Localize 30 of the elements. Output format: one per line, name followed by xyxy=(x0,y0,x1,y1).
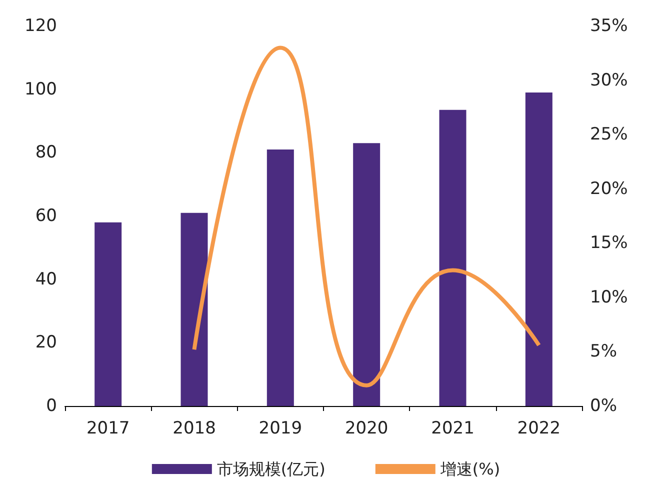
x-tick-label: 2021 xyxy=(431,418,474,438)
x-tick-label: 2020 xyxy=(344,418,388,438)
y-tick-label: 80 xyxy=(35,142,57,163)
y2-tick-label: 25% xyxy=(590,124,628,145)
y-tick-label: 0 xyxy=(46,396,57,416)
y2-tick-label: 0% xyxy=(590,396,617,416)
y2-tick-label: 20% xyxy=(590,178,628,199)
y-tick-label: 120 xyxy=(24,16,57,36)
y-tick-label: 40 xyxy=(35,269,57,290)
bar xyxy=(353,143,380,406)
bar xyxy=(266,150,294,406)
x-tick-label: 2022 xyxy=(517,418,561,438)
x-tick-label: 2017 xyxy=(86,418,130,438)
y2-tick-label: 15% xyxy=(590,233,628,254)
y2-tick-label: 35% xyxy=(590,16,628,36)
y-tick-label: 20 xyxy=(35,332,57,353)
bar xyxy=(439,110,466,406)
legend-label: 市场规模(亿元) xyxy=(216,460,326,478)
x-tick-label: 2019 xyxy=(258,418,302,438)
line-series xyxy=(192,46,541,388)
x-tick-label: 2018 xyxy=(172,418,216,438)
bar xyxy=(525,92,552,406)
y2-tick-label: 5% xyxy=(590,342,617,362)
y-tick-label: 60 xyxy=(35,206,57,226)
y-tick-label: 100 xyxy=(24,79,57,100)
y2-tick-label: 30% xyxy=(590,70,628,90)
bar xyxy=(94,222,122,406)
y2-tick-label: 10% xyxy=(590,287,628,308)
bar xyxy=(180,212,208,406)
legend-label: 增速(%) xyxy=(439,460,500,478)
